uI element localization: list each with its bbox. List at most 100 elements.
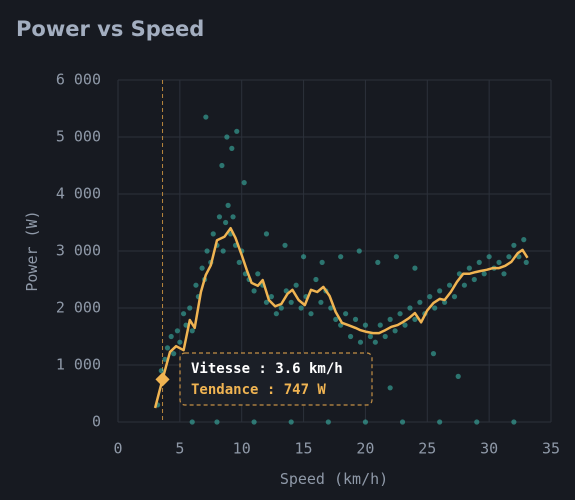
scatter-point — [180, 311, 187, 317]
scatter-point — [241, 180, 247, 186]
scatter-point — [288, 419, 294, 425]
x-axis-label: Speed (km/h) — [280, 470, 388, 488]
scatter-point — [171, 351, 177, 357]
scatter-point — [521, 237, 527, 243]
scatter-point — [343, 311, 349, 317]
y-tick-label: 0 — [92, 413, 101, 431]
scatter-point — [430, 351, 437, 357]
scatter-point — [486, 254, 492, 260]
scatter-point — [437, 419, 443, 425]
scatter-point — [282, 242, 288, 248]
scatter-point — [220, 248, 226, 254]
scatter-point — [432, 305, 438, 311]
tooltip-marker — [155, 372, 170, 387]
scatter-point — [162, 356, 168, 362]
scatter-point — [501, 271, 507, 277]
scatter-point — [356, 248, 362, 254]
scatter-point — [216, 214, 223, 220]
y-tick-label: 3 000 — [56, 242, 101, 260]
scatter-point — [446, 282, 453, 288]
scatter-point — [174, 328, 180, 334]
scatter-point — [506, 254, 512, 260]
scatter-point — [168, 333, 174, 340]
scatter-point — [255, 271, 261, 277]
scatter-point — [328, 305, 334, 311]
scatter-point — [225, 202, 231, 208]
scatter-point — [273, 311, 279, 317]
scatter-point — [251, 288, 257, 294]
scatter-point — [377, 322, 383, 328]
scatter-point — [158, 368, 164, 374]
y-axis-label: Power (W) — [23, 210, 41, 291]
x-tick-label: 25 — [418, 440, 436, 458]
scatter-point — [300, 254, 307, 260]
y-tick-label: 2 000 — [56, 299, 101, 317]
scatter-point — [333, 316, 339, 322]
scatter-point — [263, 299, 270, 305]
scatter-point — [511, 242, 517, 248]
grid: 0 1 000 2 000 3 000 4 000 5 000 6 000 0 5 10 15 20 2… — [56, 71, 560, 458]
scatter-point — [230, 214, 236, 220]
scatter-point — [177, 339, 183, 345]
x-tick-label: 15 — [295, 440, 313, 458]
scatter-point — [382, 333, 388, 340]
x-tick-label: 5 — [175, 440, 184, 458]
y-tick-label: 4 000 — [56, 185, 101, 203]
scatter-point — [427, 294, 433, 300]
tooltip-layer: Vitesse : 3.6 km/h Tendance : 747 W — [155, 352, 373, 406]
scatter-point — [325, 419, 331, 425]
scatter-point — [471, 276, 477, 283]
scatter-point — [496, 259, 502, 265]
scatter-point — [511, 419, 517, 425]
scatter-point — [347, 333, 354, 340]
scatter-point — [223, 219, 229, 226]
tooltip-line: Tendance : 747 W — [191, 382, 326, 398]
y-tick-label: 6 000 — [56, 71, 101, 89]
scatter-point — [298, 305, 304, 311]
scatter-point — [476, 259, 482, 265]
scatter-point — [293, 282, 299, 288]
scatter-point — [466, 265, 472, 271]
scatter-point — [189, 419, 195, 425]
x-tick-label: 0 — [113, 440, 122, 458]
scatter-point — [263, 231, 270, 237]
scatter-point — [412, 265, 418, 271]
scatter-point — [417, 299, 423, 305]
scatter-point — [399, 419, 406, 425]
scatter-point — [362, 419, 369, 425]
scatter-point — [164, 345, 171, 351]
scatter-point — [451, 294, 458, 300]
scatter-point — [442, 299, 448, 305]
scatter-point — [224, 134, 230, 140]
scatter-point — [455, 373, 461, 379]
scatter-point — [210, 231, 216, 237]
trend-line — [153, 226, 529, 409]
scatter-point — [187, 305, 193, 311]
scatter-point — [319, 259, 325, 265]
scatter-point — [308, 311, 314, 317]
scatter-point — [219, 162, 225, 169]
scatter-point — [199, 265, 205, 271]
scatter-point — [318, 299, 324, 305]
scatter-point — [392, 328, 398, 334]
scatter-point — [412, 316, 418, 322]
scatter-point — [268, 294, 275, 300]
scatter-point — [214, 419, 220, 425]
x-tick-label: 10 — [233, 440, 251, 458]
y-tick-label: 1 000 — [56, 356, 101, 374]
scatter-point — [387, 316, 393, 322]
scatter-point — [437, 288, 443, 294]
scatter-point — [278, 305, 284, 311]
scatter-point — [397, 311, 403, 317]
scatter-point — [229, 145, 235, 151]
scatter-point — [203, 114, 209, 120]
scatter-point — [375, 259, 381, 265]
scatter-point — [251, 419, 257, 425]
scatter-point — [523, 259, 529, 265]
x-tick-label: 30 — [480, 440, 498, 458]
scatter-point — [407, 305, 413, 311]
scatter-point — [387, 385, 393, 391]
scatter-point — [357, 339, 364, 345]
scatter-point — [362, 322, 369, 328]
